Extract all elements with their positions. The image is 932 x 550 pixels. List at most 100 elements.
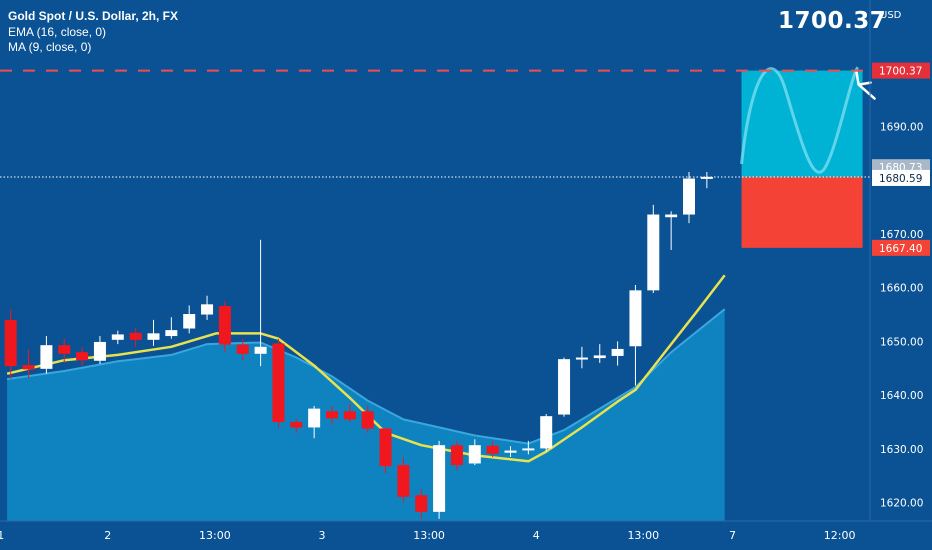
candle-body — [468, 445, 481, 464]
time-tick-label: 1 — [0, 529, 4, 542]
candle-body — [540, 416, 553, 449]
price-tick-label: 1620.00 — [880, 498, 923, 510]
price-tag-text: 1680.59 — [879, 173, 922, 185]
candle — [272, 338, 285, 428]
candle — [343, 403, 356, 423]
price-tick-label: 1660.00 — [880, 283, 923, 295]
candle-body — [272, 343, 285, 423]
candle-body — [700, 176, 713, 179]
candle-body — [683, 178, 695, 215]
candle — [361, 405, 374, 433]
candle — [218, 301, 231, 353]
candle — [183, 305, 196, 334]
candle-body — [290, 422, 303, 428]
candle-body — [575, 357, 588, 360]
candle-body — [361, 411, 374, 429]
candle — [326, 405, 338, 425]
candle — [129, 327, 142, 347]
price-tick-label: 1670.00 — [880, 229, 923, 241]
price-tag-text: 1700.37 — [879, 66, 922, 78]
candle — [76, 346, 89, 366]
time-tick-label: 13:00 — [199, 529, 231, 542]
cursor-arrow-icon — [855, 71, 876, 100]
candle — [450, 440, 463, 471]
time-tick-label: 2 — [104, 529, 111, 542]
candle-body — [58, 345, 71, 354]
candle-body — [397, 465, 410, 497]
ma-line — [6, 274, 726, 463]
candle — [433, 440, 446, 519]
candle — [665, 211, 678, 251]
candle — [308, 405, 321, 439]
candle-body — [629, 290, 642, 347]
candle-body — [218, 305, 231, 345]
candle — [93, 336, 106, 365]
target-price-label: 1700.37 — [778, 8, 887, 34]
candle-body — [343, 411, 356, 420]
candle — [290, 418, 303, 433]
candle — [540, 414, 553, 452]
ema-line — [6, 308, 726, 445]
candle-body — [504, 450, 517, 453]
price-tag-box — [872, 169, 930, 186]
candle-body — [486, 445, 499, 454]
candle-body — [129, 332, 142, 340]
candle — [575, 346, 588, 369]
time-tick-label: 7 — [729, 529, 736, 542]
candle — [683, 172, 695, 224]
candle — [254, 239, 267, 367]
candle — [611, 341, 624, 366]
candle-body — [558, 359, 571, 415]
candle — [236, 338, 249, 361]
price-tag-target: 1700.37 — [872, 62, 930, 79]
candle-body — [40, 345, 53, 369]
candle — [4, 309, 17, 380]
time-tick-label: 3 — [319, 529, 326, 542]
ma-legend-label[interactable]: MA (9, close, 0) — [8, 40, 92, 54]
candle — [486, 440, 499, 458]
candle-body — [433, 445, 446, 512]
price-tag-text: 1667.40 — [879, 243, 922, 255]
candle-body — [22, 365, 35, 370]
candle-body — [593, 355, 606, 359]
time-tick-label: 13:00 — [413, 529, 445, 542]
candle — [629, 284, 642, 386]
candle-body — [165, 330, 178, 337]
candle — [379, 427, 392, 474]
candle-body — [236, 344, 249, 354]
candle-body — [326, 411, 338, 419]
currency-label: USD — [880, 10, 902, 21]
candle-body — [183, 313, 196, 329]
candle — [201, 295, 214, 320]
candle — [165, 317, 178, 339]
price-projection-curve — [740, 66, 860, 174]
candle — [397, 457, 410, 503]
candle — [593, 344, 606, 363]
candle — [522, 440, 535, 455]
candle — [415, 489, 428, 519]
price-tick-label: 1640.00 — [880, 390, 923, 402]
candle-body — [111, 334, 124, 340]
candle — [58, 338, 71, 363]
price-tick-label: 1650.00 — [880, 336, 923, 348]
candle-body — [93, 341, 106, 361]
stop-zone — [741, 176, 863, 248]
candle-body — [379, 428, 392, 467]
candle — [700, 172, 713, 189]
candle-body — [147, 333, 160, 340]
candle-body — [201, 304, 214, 315]
price-tag-box — [872, 239, 930, 256]
price-tick-label: 1690.00 — [880, 121, 923, 133]
candle-body — [647, 214, 660, 291]
candle — [558, 357, 571, 417]
ema-legend-label[interactable]: EMA (16, close, 0) — [8, 24, 107, 39]
symbol-title[interactable]: Gold Spot / U.S. Dollar, 2h, FX — [8, 9, 179, 23]
candle — [40, 336, 53, 374]
candle — [111, 330, 124, 345]
price-tick-label: 1630.00 — [880, 444, 923, 456]
price-tag-entry: 1680.59 — [872, 169, 930, 186]
candle — [647, 204, 660, 294]
candle-body — [611, 348, 624, 356]
